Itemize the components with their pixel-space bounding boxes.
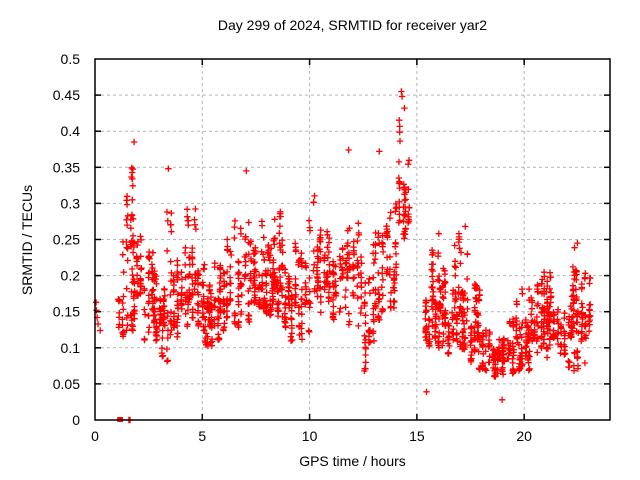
- svg-text:0.15: 0.15: [53, 304, 80, 320]
- chart-title: Day 299 of 2024, SRMTID for receiver yar…: [217, 17, 488, 33]
- svg-text:10: 10: [302, 428, 318, 444]
- svg-text:0.45: 0.45: [53, 87, 80, 103]
- svg-text:5: 5: [198, 428, 206, 444]
- svg-text:0.25: 0.25: [53, 232, 80, 248]
- svg-text:0.05: 0.05: [53, 376, 80, 392]
- svg-text:0.2: 0.2: [61, 268, 81, 284]
- svg-text:0.1: 0.1: [61, 340, 81, 356]
- svg-text:0.4: 0.4: [61, 123, 81, 139]
- svg-text:20: 20: [516, 428, 532, 444]
- svg-text:0: 0: [91, 428, 99, 444]
- svg-text:0: 0: [72, 412, 80, 428]
- svg-text:15: 15: [409, 428, 425, 444]
- svg-text:0.3: 0.3: [61, 195, 81, 211]
- svg-text:0.35: 0.35: [53, 159, 80, 175]
- svg-text:0.5: 0.5: [61, 51, 81, 67]
- x-axis-label: GPS time / hours: [299, 453, 406, 469]
